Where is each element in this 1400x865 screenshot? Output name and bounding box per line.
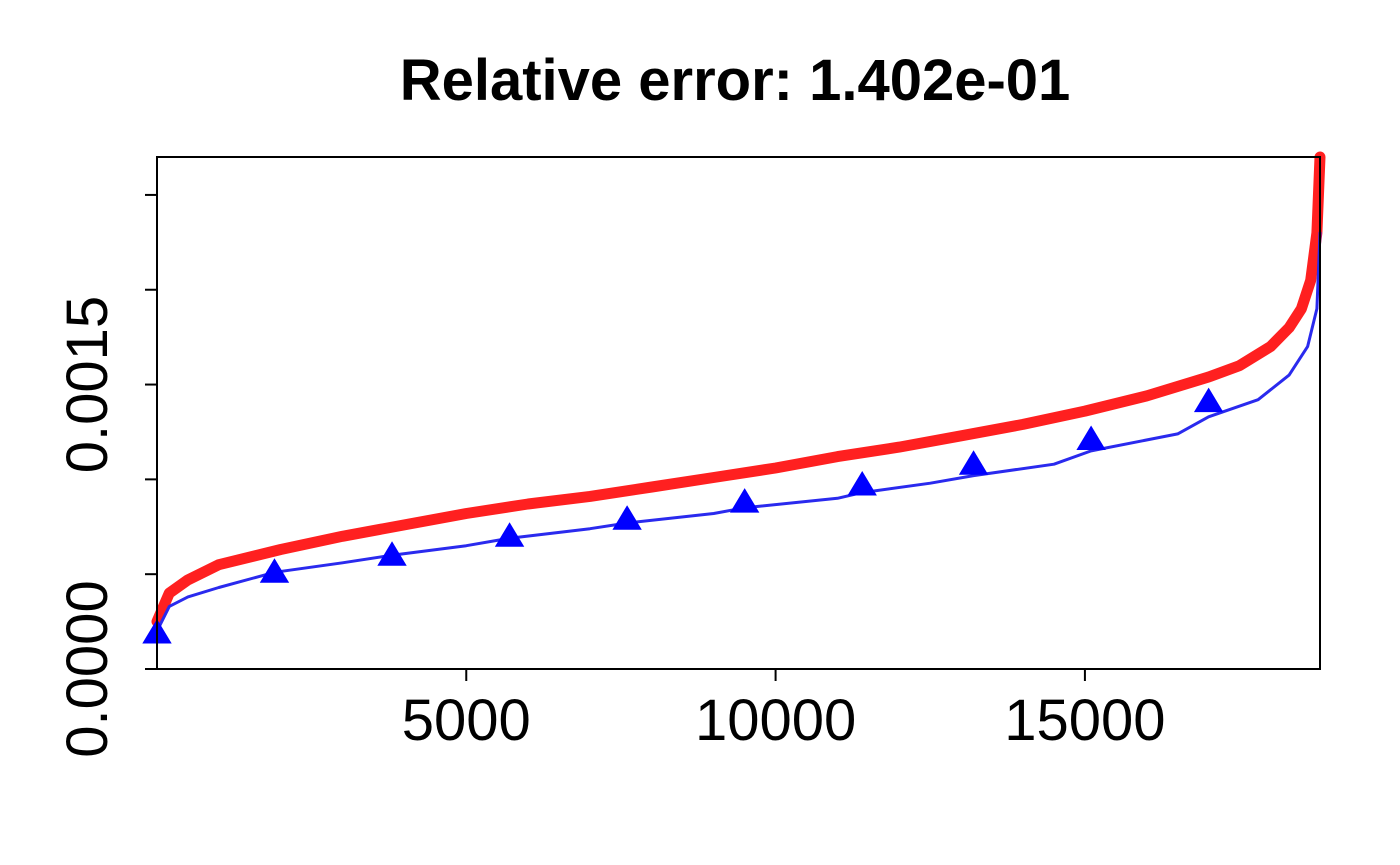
series-line-1	[151, 151, 1326, 628]
axes: 5000 10000 15000 0.0000 0.0015	[55, 193, 1166, 758]
marker-point	[1076, 425, 1106, 451]
y-tick-label: 0.0015	[55, 296, 120, 473]
plot-frame	[156, 156, 1321, 670]
marker-point	[1193, 387, 1224, 413]
marker-point	[494, 522, 525, 547]
x-tick-label: 5000	[402, 688, 531, 753]
plot-area	[142, 151, 1326, 644]
marker-point	[958, 450, 989, 475]
chart-title: Relative error: 1.402e-01	[400, 48, 1071, 113]
y-tick-label: 0.0000	[55, 580, 120, 757]
x-tick-label: 15000	[1004, 688, 1165, 753]
marker-point	[259, 558, 290, 583]
marker-point	[612, 505, 642, 530]
marker-point	[377, 541, 407, 566]
marker-point	[847, 471, 877, 496]
marker-point	[729, 488, 760, 513]
x-tick-label: 10000	[695, 688, 856, 753]
series-line-2	[155, 231, 1322, 633]
